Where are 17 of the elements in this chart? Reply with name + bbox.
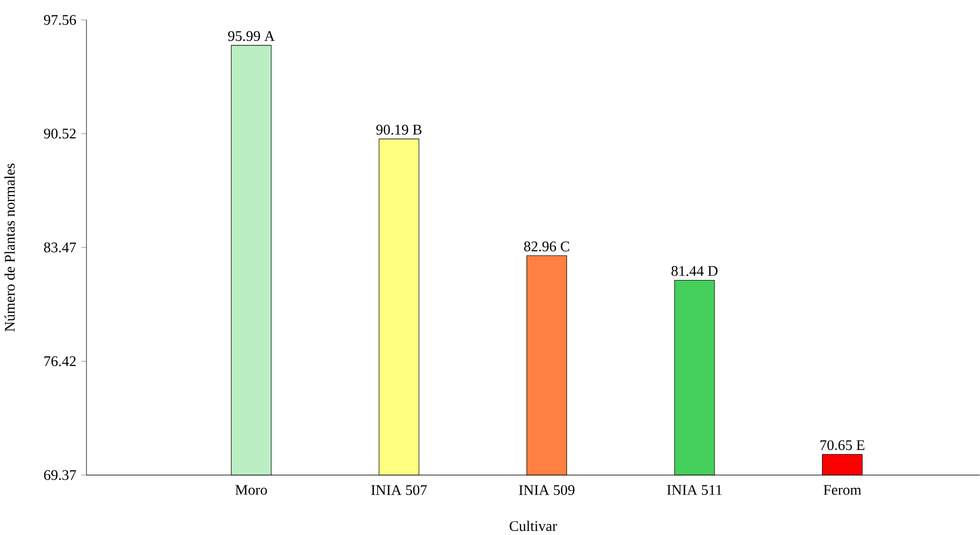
x-tick-label: INIA 509	[519, 484, 574, 495]
x-tick-label: Moro	[235, 484, 267, 495]
data-label: 81.44 D	[672, 266, 718, 276]
y-tick-label: 76.42	[44, 356, 76, 366]
y-tick-label: 83.47	[44, 242, 76, 252]
x-tick-label: INIA 511	[667, 484, 722, 495]
x-tick-label: Ferom	[824, 484, 862, 495]
data-label: 90.19 B	[376, 124, 422, 134]
data-label: 82.96 C	[524, 241, 570, 252]
y-axis-title: Número de Plantas normales	[4, 163, 15, 332]
x-tick-label: INIA 507	[371, 484, 427, 495]
y-tick-label: 90.52	[44, 128, 76, 138]
data-label: 95.99 A	[228, 30, 275, 41]
y-tick-label: 69.37	[44, 470, 76, 480]
data-label: 70.65 E	[820, 440, 864, 450]
y-tick-label: 97.56	[44, 14, 76, 25]
x-axis-title: Cultivar	[510, 520, 557, 531]
